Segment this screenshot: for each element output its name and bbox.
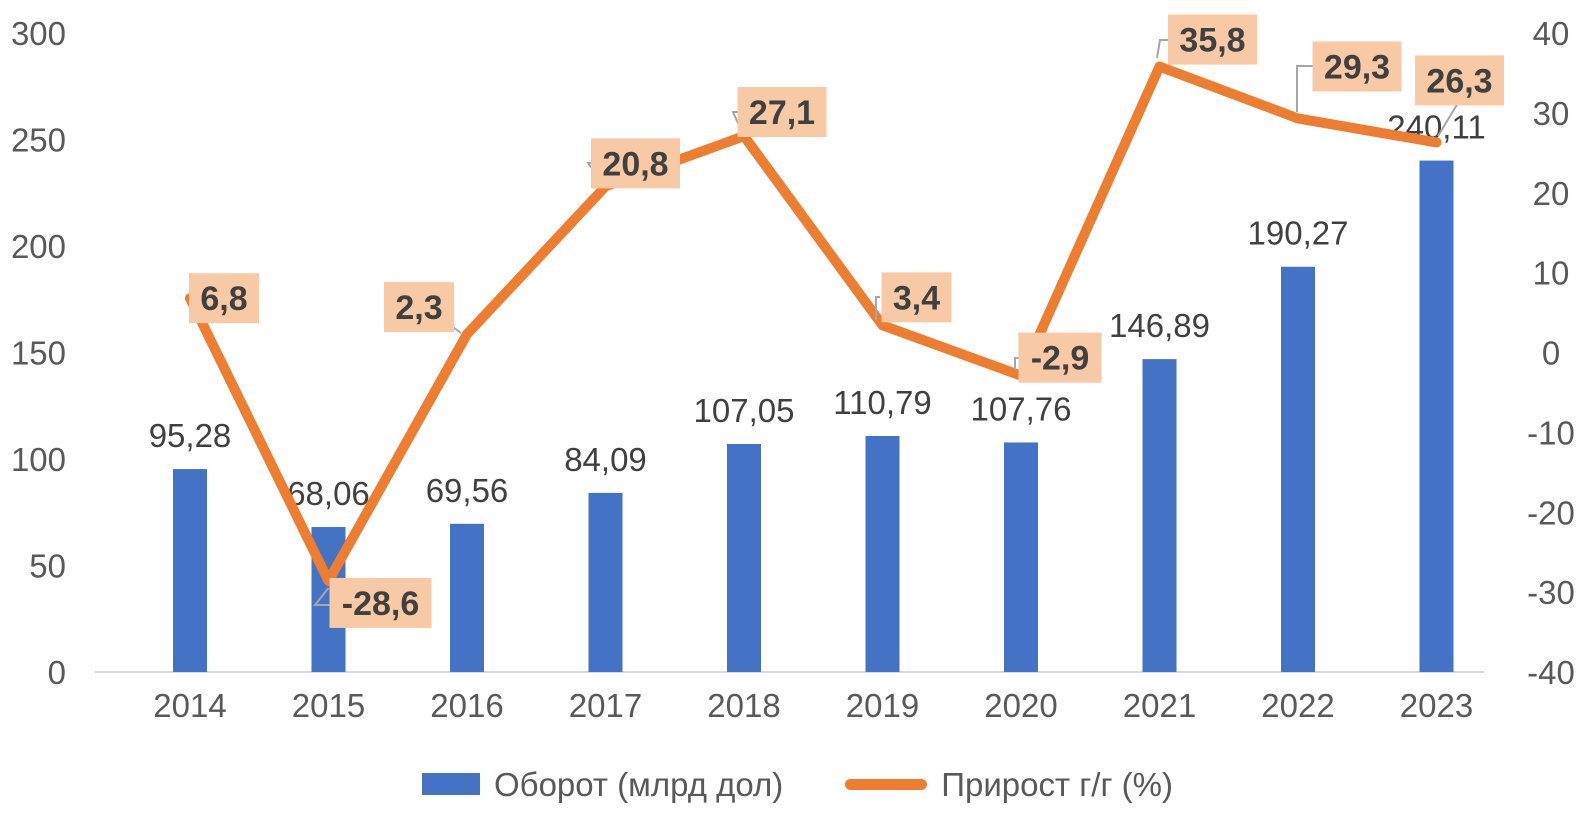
right-axis-tick--40: -40: [1527, 654, 1575, 691]
left-axis-tick-50: 50: [29, 548, 66, 585]
callout-label-2019: 3,4: [893, 279, 940, 317]
legend: Оборот (млрд дол) Прирост г/г (%): [0, 759, 1595, 809]
callout-label-2022: 29,3: [1324, 48, 1390, 86]
bar-value-label-2014: 95,28: [149, 417, 232, 454]
callout-leader-2015: [312, 587, 330, 606]
bar-value-label-2020: 107,76: [971, 390, 1072, 427]
bar-2017: [588, 492, 623, 672]
callout-label-2014: 6,8: [200, 280, 247, 318]
left-axis-tick-0: 0: [48, 654, 66, 691]
callout-box-2022: [1312, 41, 1402, 92]
chart-plot-area: 300250200150100500403020100-10-20-30-409…: [11, 14, 1575, 724]
line-series-swatch-icon: [845, 778, 928, 790]
callout-label-2020: -2,9: [1031, 340, 1090, 378]
bar-value-label-2015: 68,06: [287, 475, 370, 512]
callout-label-2021: 35,8: [1179, 22, 1245, 60]
bar-series-label: Оборот (млрд дол): [494, 765, 784, 803]
callout-label-2015: -28,6: [342, 585, 420, 623]
bar-value-label-2018: 107,05: [694, 392, 795, 429]
bar-2022: [1281, 266, 1315, 672]
bar-2023: [1419, 160, 1454, 672]
x-axis-label-2020: 2020: [984, 687, 1057, 724]
callout-box-2021: [1168, 14, 1257, 65]
bar-2016: [450, 523, 484, 672]
legend-item-turnover: Оборот (млрд дол): [422, 768, 783, 801]
left-axis-tick-300: 300: [11, 15, 66, 52]
callout-label-2016: 2,3: [395, 289, 442, 327]
bar-value-label-2022: 190,27: [1248, 215, 1349, 252]
bar-2014: [173, 469, 207, 672]
callout-label-2017: 20,8: [602, 145, 668, 183]
line-series-label: Прирост г/г (%): [941, 765, 1173, 803]
right-axis-tick-40: 40: [1533, 15, 1570, 52]
callout-box-2023: [1415, 55, 1504, 106]
bar-2021: [1142, 359, 1177, 672]
growth-line: [185, 61, 1442, 586]
x-axis-label-2023: 2023: [1400, 687, 1473, 724]
callout-label-2018: 27,1: [749, 94, 815, 132]
x-axis-label-2018: 2018: [707, 687, 780, 724]
x-axis-label-2019: 2019: [846, 687, 919, 724]
right-axis-tick--30: -30: [1527, 574, 1575, 611]
callout-label-2023: 26,3: [1426, 62, 1492, 100]
left-axis-tick-250: 250: [11, 122, 66, 159]
bar-value-label-2021: 146,89: [1109, 307, 1210, 344]
x-axis-label-2014: 2014: [153, 687, 226, 724]
x-axis-label-2016: 2016: [430, 687, 503, 724]
bar-2018: [727, 443, 761, 672]
callout-box-2020: [1018, 332, 1102, 383]
bar-value-label-2017: 84,09: [564, 441, 647, 478]
right-axis-tick-30: 30: [1533, 95, 1570, 132]
x-axis-label-2017: 2017: [569, 687, 642, 724]
right-axis-tick--10: -10: [1527, 414, 1575, 451]
bar-2020: [1004, 442, 1038, 672]
callout-box-2015: [329, 577, 432, 628]
left-axis-tick-200: 200: [11, 228, 66, 265]
right-axis-tick-0: 0: [1542, 335, 1560, 372]
callout-box-2019: [881, 272, 952, 323]
right-axis-tick-20: 20: [1533, 175, 1570, 212]
legend-item-growth: Прирост г/г (%): [845, 768, 1173, 801]
x-axis-label-2015: 2015: [292, 687, 365, 724]
x-axis-label-2022: 2022: [1261, 687, 1334, 724]
callout-leader-2019: [875, 296, 880, 320]
callout-leader-2022: [1296, 65, 1317, 112]
bar-value-label-2019: 110,79: [833, 384, 931, 421]
callout-box-2017: [591, 138, 680, 189]
left-axis-tick-150: 150: [11, 335, 66, 372]
left-axis-tick-100: 100: [11, 441, 66, 478]
bar-series-swatch-icon: [422, 773, 480, 795]
callout-box-2018: [737, 87, 827, 138]
right-axis-tick--20: -20: [1527, 494, 1575, 531]
bar-value-label-2016: 69,56: [426, 472, 509, 509]
callout-box-2014: [189, 273, 259, 324]
callout-box-2016: [384, 282, 454, 333]
x-axis-label-2021: 2021: [1123, 687, 1196, 724]
bar-2019: [865, 436, 900, 672]
right-axis-tick-10: 10: [1533, 255, 1570, 292]
